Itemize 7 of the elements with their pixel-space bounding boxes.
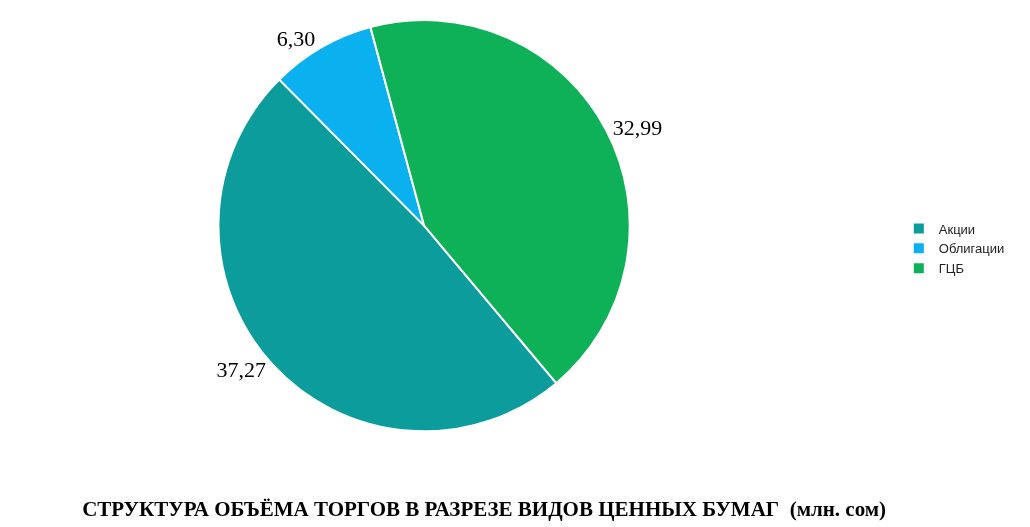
legend-label: ГЦБ (938, 261, 964, 277)
data-label: 37,27 (216, 357, 266, 383)
data-label: 6,30 (276, 25, 316, 51)
text: СТРУКТУРА ОБЪЁМА ТОРГОВ В РАЗРЕЗЕ ВИДОВ ЦЕННЫХ БУМАГ (млн. сом) (82, 497, 887, 522)
legend-label: Облигации (938, 241, 1005, 257)
legend-label: Акции (938, 221, 976, 237)
data-label: 32,99 (612, 115, 663, 141)
